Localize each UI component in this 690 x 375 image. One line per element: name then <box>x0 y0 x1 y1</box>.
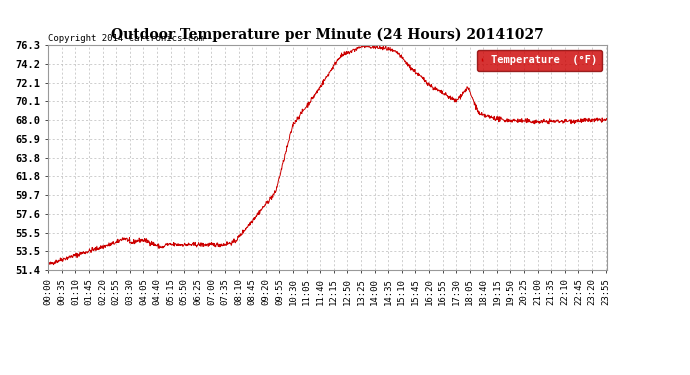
Legend: Temperature  (°F): Temperature (°F) <box>477 50 602 70</box>
Title: Outdoor Temperature per Minute (24 Hours) 20141027: Outdoor Temperature per Minute (24 Hours… <box>111 28 544 42</box>
Text: Copyright 2014 Cartronics.com: Copyright 2014 Cartronics.com <box>48 34 204 43</box>
